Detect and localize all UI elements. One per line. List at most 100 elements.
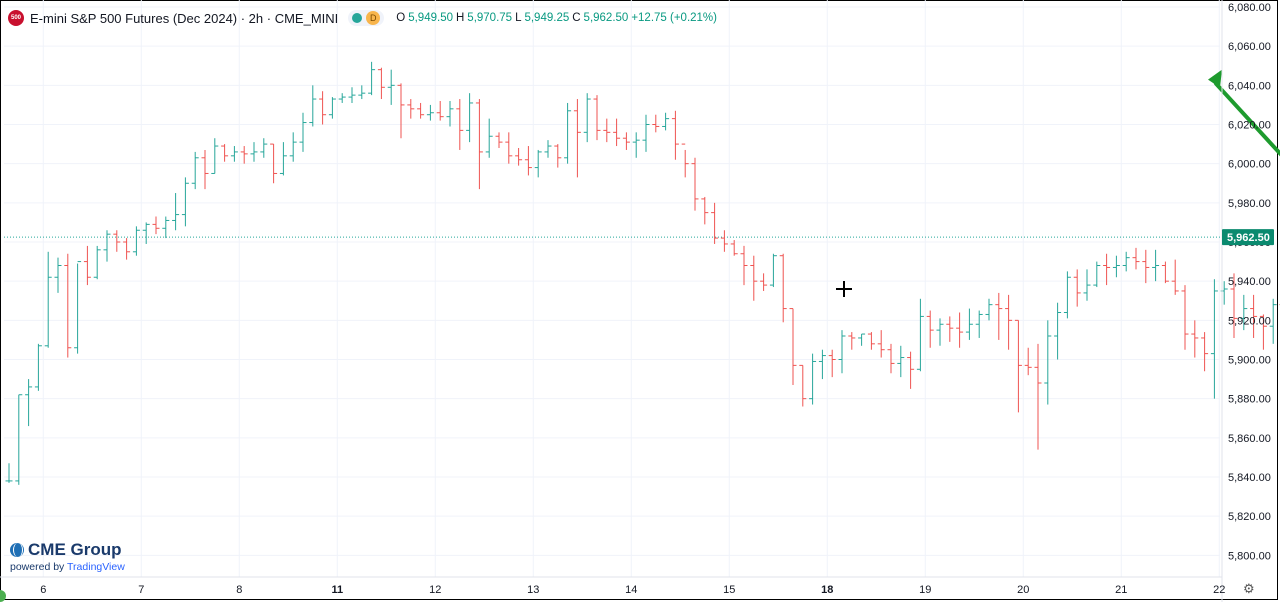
ohlc-bar: [1083, 269, 1091, 301]
ohlc-bar: [1024, 347, 1032, 376]
ohlc-bar: [132, 226, 140, 256]
ohlc-bar: [466, 93, 474, 143]
ohlc-bar: [573, 99, 581, 178]
price-tick-label: 6,080.00: [1228, 2, 1271, 14]
ohlc-bar: [407, 99, 415, 119]
close-key: C: [572, 12, 581, 24]
time-tick-label: 21: [1115, 584, 1127, 596]
ohlc-bar: [720, 230, 728, 252]
ohlc-bar: [211, 138, 219, 174]
ohlc-bar: [750, 255, 758, 301]
ohlc-bar: [113, 230, 121, 252]
ohlc-bar: [1005, 294, 1013, 350]
ohlc-bar: [54, 257, 62, 293]
ohlc-bar: [456, 99, 464, 150]
ohlc-bar: [319, 91, 327, 125]
ohlc-bar: [279, 142, 287, 176]
ohlc-bar: [1152, 249, 1160, 282]
ohlc-bar: [838, 330, 846, 374]
last-price-tag-bg: [1222, 229, 1274, 246]
symbol-title[interactable]: E-mini S&P 500 Futures (Dec 2024) · 2h ·…: [30, 10, 339, 26]
ohlc-bar: [74, 261, 82, 354]
ohlc-bar: [1259, 314, 1267, 350]
ohlc-bar: [828, 349, 836, 378]
ohlc-bar: [975, 310, 983, 338]
tradingview-brand: TradingView: [67, 561, 125, 573]
last-price-tag-text: 5,962.50: [1227, 232, 1270, 244]
price-tick-label: 5,940.00: [1228, 276, 1271, 288]
ohlc-bar: [632, 132, 640, 158]
time-tick-label: 11: [331, 584, 343, 596]
low-value: 5,949.25: [524, 12, 570, 24]
ohlc-bar: [299, 112, 307, 152]
ohlc-bar: [534, 149, 542, 178]
time-tick-label: 20: [1017, 584, 1029, 596]
price-tick-label: 5,880.00: [1228, 394, 1271, 406]
ohlc-bar: [103, 230, 111, 262]
ohlc-bar: [387, 69, 395, 105]
ohlc-bar: [495, 132, 503, 148]
ohlc-bar: [711, 202, 719, 244]
ohlc-bar: [652, 114, 660, 133]
ohlc-bar: [25, 379, 33, 427]
ohlc-bar: [554, 144, 562, 168]
ohlc-bar: [1034, 343, 1042, 450]
symbol-logo[interactable]: 500: [8, 10, 24, 26]
ohlc-bar: [201, 149, 209, 190]
high-key: H: [455, 12, 465, 24]
ohlc-bar: [985, 298, 993, 321]
arrow-head: [1208, 69, 1222, 88]
ohlc-bar: [5, 463, 13, 483]
ohlc-bar: [505, 132, 513, 164]
grid-lines: [4, 0, 1220, 577]
ohlc-bar: [1161, 261, 1169, 284]
ohlc-bar: [93, 245, 101, 280]
ohlc-bar: [1132, 247, 1140, 270]
price-tick-label: 5,840.00: [1228, 472, 1271, 484]
ohlc-bar: [1250, 294, 1258, 338]
ohlc-bar: [1093, 261, 1101, 288]
ohlc-bar: [44, 251, 52, 348]
ohlc-bar: [760, 273, 768, 291]
cme-watermark[interactable]: CME Group powered by TradingView: [10, 540, 125, 573]
ohlc-bar: [564, 102, 572, 164]
ohlc-bar: [446, 101, 454, 127]
last-price-tag: 5,962.50: [1222, 229, 1274, 246]
time-tick-label: 8: [236, 584, 242, 596]
arrow-shaft: [1214, 81, 1280, 157]
price-tick-label: 5,860.00: [1228, 433, 1271, 445]
ohlc-bar: [250, 142, 258, 162]
ohlc-bar: [1210, 279, 1218, 399]
time-tick-label: 7: [138, 584, 144, 596]
time-tick-label: 19: [919, 584, 931, 596]
ohlc-bar: [1044, 320, 1052, 405]
ohlc-bar: [613, 118, 621, 147]
time-tick-label: 14: [625, 584, 637, 596]
ohlc-bar: [848, 332, 856, 350]
ohlc-bar: [417, 102, 425, 119]
ohlc-bar: [1230, 273, 1238, 338]
ohlc-bar: [397, 83, 405, 139]
ohlc-bar: [583, 93, 591, 143]
ohlc-bar: [475, 99, 483, 190]
market-status[interactable]: D: [348, 10, 385, 26]
ohlc-bar: [368, 61, 376, 96]
green-arrow: [1208, 69, 1280, 157]
ohlc-bar: [789, 308, 797, 385]
price-tick-label: 6,000.00: [1228, 159, 1271, 171]
ohlc-bar: [1269, 298, 1277, 344]
change-value: +12.75 (+0.21%): [631, 12, 717, 24]
ohlc-bar: [230, 146, 238, 162]
ohlc-bar: [946, 316, 954, 342]
close-value: 5,962.50: [583, 12, 629, 24]
ohlc-bar: [1142, 249, 1150, 284]
ohlc-bars: [5, 61, 1280, 485]
delayed-data-badge[interactable]: D: [366, 11, 381, 25]
ohlc-bar: [426, 104, 434, 121]
ohlc-bar: [1240, 294, 1248, 331]
ohlc-bar: [152, 216, 160, 235]
gear-icon[interactable]: ⚙: [1243, 581, 1255, 596]
ohlc-bar: [191, 151, 199, 190]
